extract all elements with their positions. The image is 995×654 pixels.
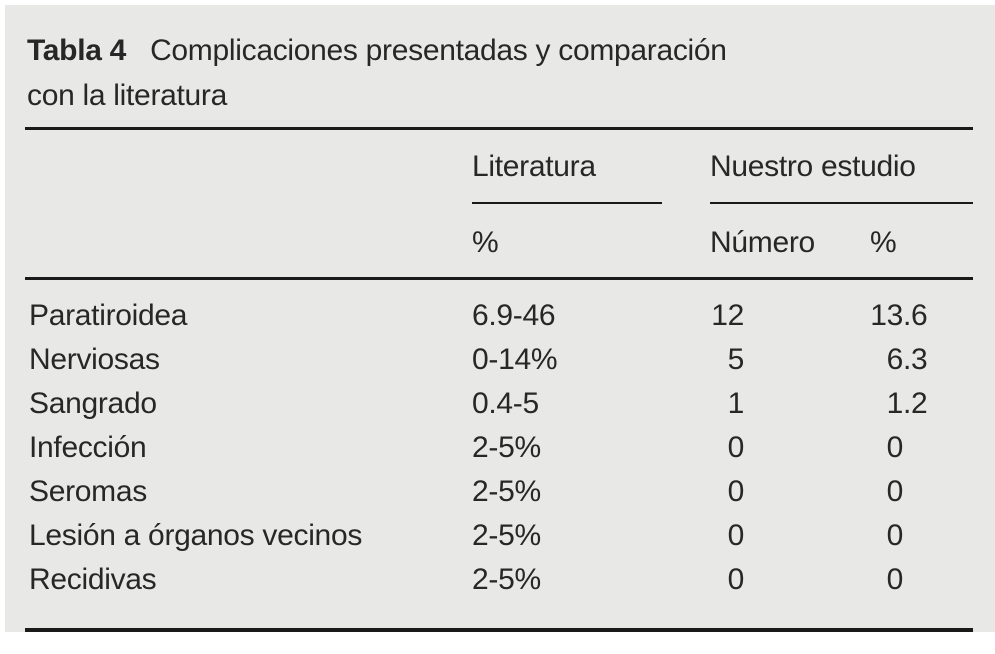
complication-label: Seromas [29,475,147,508]
literatura-value: 6.9-46 [472,299,556,332]
literatura-value: 0.4-5 [472,387,539,420]
numero-value: 0 [727,431,745,464]
caption-title-part1: Complicaciones presentadas y comparación [150,34,727,67]
pct-value-frac [903,558,937,602]
literatura-value: 2-5% [472,563,541,596]
table-row: Sangrado 0.4-5 1 1 .2 [25,382,973,426]
gap-cell [744,382,870,426]
table-panel: Tabla 4 Complicaciones presentadas y comp… [5,5,995,632]
complication-label: Recidivas [29,563,157,596]
gap-cell [744,558,870,602]
complication-label: Sangrado [29,387,157,420]
complication-label: Lesión a órganos vecinos [29,519,363,552]
top-rule [25,127,973,130]
bottom-rule [25,628,973,632]
pct-value-frac [903,470,937,514]
pct-value-frac: .2 [903,387,928,420]
nuestro-estudio-underline [710,202,973,204]
column-group-nuestro-estudio: Nuestro estudio [710,150,916,183]
empty-header-cell [25,150,472,184]
gap-cell [744,294,870,338]
numero-value: 0 [727,519,745,552]
pct-value-int: 1 [886,387,904,420]
caption-line2: con la literatura [27,79,228,112]
gap-cell [744,514,870,558]
subheader-literatura-pct: % [472,226,499,259]
complication-label: Infección [29,431,147,464]
complication-label: Nerviosas [29,343,160,376]
pct-value-int: 0 [886,431,904,464]
empty-subheader-cell [25,226,472,260]
table-caption: Tabla 4 Complicaciones presentadas y comp… [27,28,973,118]
literatura-value: 2-5% [472,519,541,552]
subheader-numero: Número [710,226,815,259]
complication-label: Paratiroidea [29,299,188,332]
pct-value-int: 13 [870,299,903,332]
literatura-value: 0-14% [472,343,558,376]
pct-value-int: 0 [886,563,904,596]
numero-value: 12 [711,299,744,332]
subheader-row: % Número % [25,226,973,260]
table-row: Recidivas 2-5% 0 0 [25,558,973,602]
literatura-value: 2-5% [472,431,541,464]
numero-value: 0 [727,475,745,508]
header-body-rule [25,277,973,280]
literatura-underline [472,202,662,204]
literatura-value: 2-5% [472,475,541,508]
table-row: Lesión a órganos vecinos 2-5% 0 0 [25,514,973,558]
literatura-underline-cell [472,202,710,204]
pct-value-frac: .6 [903,299,928,332]
table-body: Paratiroidea 6.9-46 12 13 .6 Nerviosas 0… [25,294,973,602]
column-group-literatura: Literatura [472,150,596,183]
table-row: Infección 2-5% 0 0 [25,426,973,470]
caption-line1: Tabla 4 Complicaciones presentadas y comp… [27,28,973,73]
pct-value-int: 0 [886,519,904,552]
pct-value-int: 6 [886,343,904,376]
empty-underline-cell [25,202,472,204]
table-number: Tabla 4 [27,34,127,67]
table-row: Paratiroidea 6.9-46 12 13 .6 [25,294,973,338]
numero-value: 1 [727,387,745,420]
numero-value: 0 [727,563,745,596]
subheader-gap [744,226,870,260]
pct-value-frac: .3 [903,343,928,376]
table-row: Seromas 2-5% 0 0 [25,470,973,514]
subheader-estudio-pct: % [870,226,897,259]
pct-value-int: 0 [886,475,904,508]
numero-value: 5 [727,343,745,376]
gap-cell [744,338,870,382]
table-row: Nerviosas 0-14% 5 6 .3 [25,338,973,382]
gap-cell [744,470,870,514]
pct-value-frac [903,426,937,470]
gap-cell [744,426,870,470]
column-group-underlines [25,202,973,204]
pct-value-frac [903,514,937,558]
column-group-header-row: Literatura Nuestro estudio [25,150,973,184]
